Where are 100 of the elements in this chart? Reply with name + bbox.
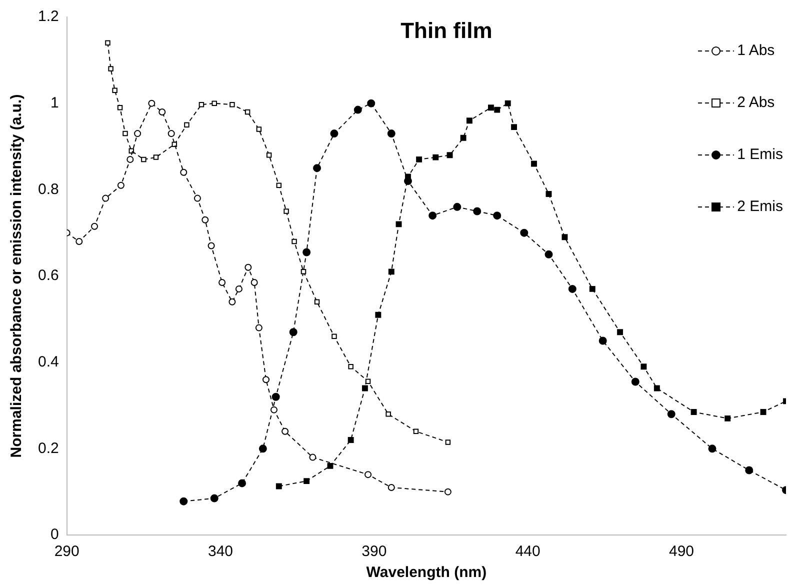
point [304, 478, 310, 484]
y-tick-label: 0.8 [38, 180, 59, 198]
legend-label: 1 Emis [737, 146, 783, 163]
point [244, 264, 252, 271]
point [262, 376, 270, 384]
point [332, 334, 337, 340]
point [208, 242, 215, 250]
point [128, 148, 134, 154]
point [266, 152, 272, 158]
point [108, 66, 114, 72]
point [256, 126, 262, 132]
point [511, 124, 517, 130]
point [473, 207, 482, 216]
point [134, 130, 142, 138]
point [388, 268, 394, 275]
point [520, 228, 528, 237]
point [348, 437, 354, 444]
point [302, 248, 311, 256]
point [153, 154, 159, 160]
point [365, 378, 371, 384]
point [432, 154, 439, 160]
point [180, 168, 188, 176]
point [598, 336, 607, 345]
point [367, 99, 376, 108]
point [238, 479, 246, 488]
point [314, 299, 320, 305]
point [210, 494, 218, 502]
chart-title: Thin film [400, 18, 492, 44]
point [212, 100, 217, 106]
point [172, 142, 178, 147]
point [562, 234, 568, 240]
x-tick-label: 290 [54, 543, 80, 560]
point [354, 106, 362, 114]
point [184, 122, 190, 128]
point [148, 100, 156, 107]
point [724, 415, 731, 422]
point [404, 177, 412, 186]
point [504, 100, 511, 106]
point [760, 409, 766, 415]
x-axis-title: Wavelength (nm) [366, 564, 487, 582]
point [327, 462, 334, 469]
point [494, 106, 500, 113]
legend-label: 2 Emis [737, 198, 783, 215]
point [300, 269, 306, 274]
point [416, 156, 422, 162]
y-tick-label: 1 [50, 94, 59, 112]
point [488, 104, 494, 111]
point [289, 328, 298, 336]
point [460, 134, 466, 141]
point [91, 222, 98, 230]
x-tick-label: 340 [208, 543, 234, 560]
point [158, 108, 166, 116]
point [466, 118, 472, 124]
point [444, 488, 452, 496]
point [544, 250, 553, 258]
point [168, 130, 175, 138]
point [453, 202, 462, 211]
point [386, 412, 391, 417]
point [330, 130, 338, 138]
x-tick-label: 440 [515, 543, 540, 560]
x-tick-label: 490 [668, 543, 694, 560]
point [258, 444, 267, 453]
point [117, 105, 123, 110]
point [284, 208, 289, 214]
point [708, 444, 716, 453]
point [117, 182, 124, 189]
point [122, 130, 128, 136]
point [428, 212, 437, 220]
point [112, 88, 118, 94]
point [531, 160, 537, 167]
point [364, 471, 372, 478]
point [362, 385, 368, 392]
point [270, 406, 278, 414]
point [230, 102, 235, 108]
x-tick-label: 390 [362, 543, 387, 560]
point [589, 286, 596, 292]
y-tick-label: 0 [50, 526, 59, 544]
y-tick-label: 0.4 [38, 353, 59, 370]
point [235, 285, 242, 292]
point [309, 454, 316, 461]
point [282, 428, 289, 435]
point [105, 40, 110, 46]
point [244, 109, 250, 115]
point [640, 364, 647, 370]
y-tick-label: 0.2 [38, 440, 59, 457]
legend-label: 2 Abs [737, 94, 775, 111]
point [667, 410, 676, 418]
point [228, 298, 236, 306]
legend-label: 1 Abs [737, 42, 775, 59]
point [546, 191, 552, 197]
point [617, 329, 624, 336]
point [272, 392, 280, 401]
point [654, 385, 660, 392]
point [250, 278, 258, 286]
point [76, 238, 83, 245]
point [690, 409, 697, 415]
point [375, 312, 382, 318]
point [493, 212, 502, 220]
point [568, 284, 576, 293]
y-axis-title: Normalized absorbance or emission intensity (a.u.) [8, 94, 26, 458]
